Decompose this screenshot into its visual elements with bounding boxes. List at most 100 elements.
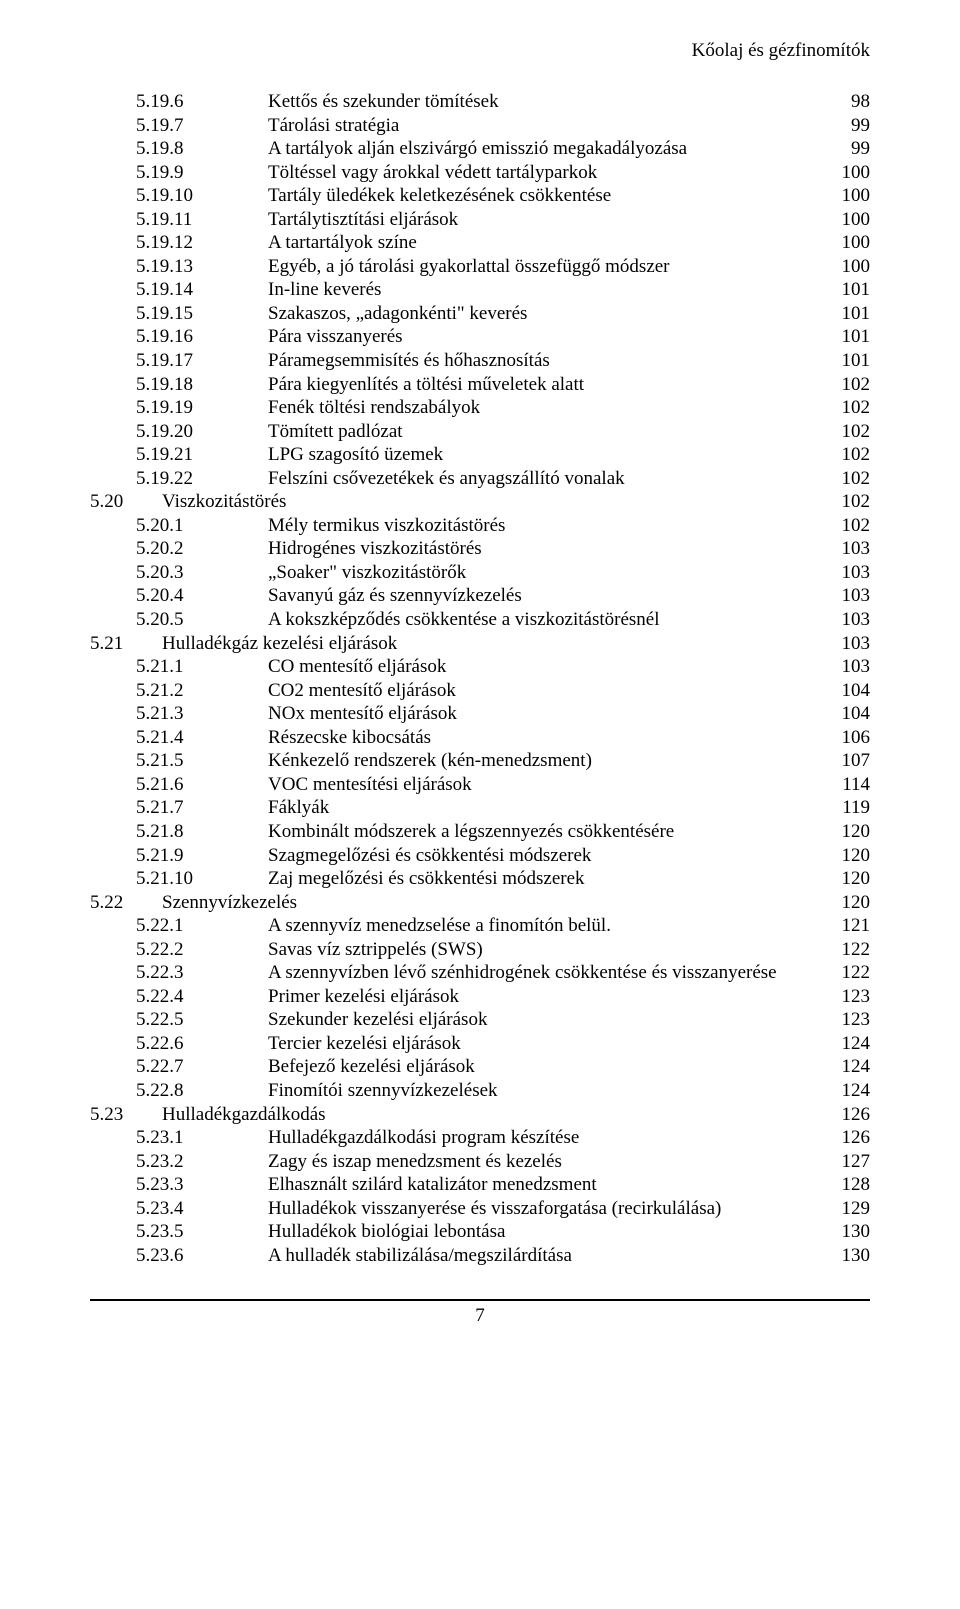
toc-entry: 5.20.1Mély termikus viszkozitástörés102 bbox=[90, 514, 870, 538]
toc-entry-text: Elhasznált szilárd katalizátor menedzsme… bbox=[268, 1173, 830, 1197]
toc-entry-text: Hulladékok visszanyerése és visszaforgat… bbox=[268, 1197, 830, 1221]
toc-entry: 5.22.2Savas víz sztrippelés (SWS)122 bbox=[90, 938, 870, 962]
toc-entry-number: 5.21 bbox=[90, 632, 162, 656]
toc-entry: 5.23.6A hulladék stabilizálása/megszilár… bbox=[90, 1244, 870, 1268]
toc-entry-text: Hulladékgazdálkodás bbox=[162, 1103, 830, 1127]
toc-entry-page: 123 bbox=[830, 1008, 870, 1032]
toc-entry-page: 107 bbox=[830, 749, 870, 773]
toc-entry-page: 100 bbox=[830, 161, 870, 185]
toc-entry-number: 5.22.7 bbox=[90, 1055, 268, 1079]
toc-entry-text: Töltéssel vagy árokkal védett tartálypar… bbox=[268, 161, 830, 185]
toc-entry: 5.23Hulladékgazdálkodás126 bbox=[90, 1103, 870, 1127]
toc-entry: 5.21.3NOx mentesítő eljárások104 bbox=[90, 702, 870, 726]
toc-entry-number: 5.22.2 bbox=[90, 938, 268, 962]
toc-entry-number: 5.21.6 bbox=[90, 773, 268, 797]
toc-entry: 5.20.5A kokszképződés csökkentése a visz… bbox=[90, 608, 870, 632]
toc-entry-text: NOx mentesítő eljárások bbox=[268, 702, 830, 726]
toc-entry: 5.22.8Finomítói szennyvízkezelések124 bbox=[90, 1079, 870, 1103]
toc-entry: 5.21.7Fáklyák119 bbox=[90, 796, 870, 820]
toc-entry: 5.21.5Kénkezelő rendszerek (kén-menedzsm… bbox=[90, 749, 870, 773]
toc-entry-number: 5.19.7 bbox=[90, 114, 268, 138]
toc-entry-text: A tartályok alján elszivárgó emisszió me… bbox=[268, 137, 830, 161]
toc-entry-page: 123 bbox=[830, 985, 870, 1009]
toc-entry-page: 100 bbox=[830, 208, 870, 232]
toc-entry-number: 5.22 bbox=[90, 891, 162, 915]
toc-entry-number: 5.22.1 bbox=[90, 914, 268, 938]
toc-entry-number: 5.21.8 bbox=[90, 820, 268, 844]
toc-entry-page: 124 bbox=[830, 1079, 870, 1103]
toc-entry-page: 124 bbox=[830, 1055, 870, 1079]
toc-entry-number: 5.22.8 bbox=[90, 1079, 268, 1103]
toc-entry: 5.21.8Kombinált módszerek a légszennyezé… bbox=[90, 820, 870, 844]
toc-entry: 5.21Hulladékgáz kezelési eljárások103 bbox=[90, 632, 870, 656]
toc-entry-text: Zagy és iszap menedzsment és kezelés bbox=[268, 1150, 830, 1174]
toc-entry-text: Savas víz sztrippelés (SWS) bbox=[268, 938, 830, 962]
toc-entry: 5.20Viszkozitástörés102 bbox=[90, 490, 870, 514]
toc-entry-page: 130 bbox=[830, 1220, 870, 1244]
toc-entry-page: 122 bbox=[830, 961, 870, 985]
toc-entry-page: 103 bbox=[830, 537, 870, 561]
toc-entry-text: Tömített padlózat bbox=[268, 420, 830, 444]
toc-entry-text: Hulladékgáz kezelési eljárások bbox=[162, 632, 830, 656]
toc-entry-page: 128 bbox=[830, 1173, 870, 1197]
toc-entry-page: 106 bbox=[830, 726, 870, 750]
toc-entry-number: 5.21.10 bbox=[90, 867, 268, 891]
toc-entry: 5.19.7Tárolási stratégia99 bbox=[90, 114, 870, 138]
toc-entry-page: 104 bbox=[830, 702, 870, 726]
toc-entry-number: 5.19.17 bbox=[90, 349, 268, 373]
toc-entry-number: 5.21.1 bbox=[90, 655, 268, 679]
toc-entry-text: Pára kiegyenlítés a töltési műveletek al… bbox=[268, 373, 830, 397]
toc-entry-text: A tartartályok színe bbox=[268, 231, 830, 255]
toc-entry: 5.19.8A tartályok alján elszivárgó emiss… bbox=[90, 137, 870, 161]
toc-entry-page: 120 bbox=[830, 844, 870, 868]
toc-entry-text: Finomítói szennyvízkezelések bbox=[268, 1079, 830, 1103]
toc-entry-number: 5.21.4 bbox=[90, 726, 268, 750]
toc-entry: 5.23.2Zagy és iszap menedzsment és kezel… bbox=[90, 1150, 870, 1174]
toc-entry: 5.22.4Primer kezelési eljárások123 bbox=[90, 985, 870, 1009]
toc-entry-page: 104 bbox=[830, 679, 870, 703]
toc-entry-text: LPG szagosító üzemek bbox=[268, 443, 830, 467]
toc-entry-page: 101 bbox=[830, 325, 870, 349]
toc-entry-text: A szennyvízben lévő szénhidrogének csökk… bbox=[268, 961, 830, 985]
toc-entry: 5.22.7Befejező kezelési eljárások124 bbox=[90, 1055, 870, 1079]
toc-entry: 5.19.22Felszíni csővezetékek és anyagszá… bbox=[90, 467, 870, 491]
toc-entry: 5.23.4Hulladékok visszanyerése és vissza… bbox=[90, 1197, 870, 1221]
toc-entry-page: 130 bbox=[830, 1244, 870, 1268]
toc-entry-text: Szekunder kezelési eljárások bbox=[268, 1008, 830, 1032]
toc-entry-number: 5.20 bbox=[90, 490, 162, 514]
toc-entry-page: 114 bbox=[830, 773, 870, 797]
toc-entry-text: VOC mentesítési eljárások bbox=[268, 773, 830, 797]
toc-entry-page: 126 bbox=[830, 1126, 870, 1150]
document-page: Kőolaj és gézfinomítók 5.19.6Kettős és s… bbox=[0, 0, 960, 1609]
toc-entry-page: 100 bbox=[830, 255, 870, 279]
toc-entry-number: 5.19.15 bbox=[90, 302, 268, 326]
toc-entry-number: 5.19.8 bbox=[90, 137, 268, 161]
toc-entry: 5.20.2Hidrogénes viszkozitástörés103 bbox=[90, 537, 870, 561]
toc-entry-text: „Soaker" viszkozitástörők bbox=[268, 561, 830, 585]
toc-entry-number: 5.20.3 bbox=[90, 561, 268, 585]
toc-entry-number: 5.22.5 bbox=[90, 1008, 268, 1032]
toc-entry-text: Tartálytisztítási eljárások bbox=[268, 208, 830, 232]
toc-entry-text: Tercier kezelési eljárások bbox=[268, 1032, 830, 1056]
toc-entry-text: Páramegsemmisítés és hőhasznosítás bbox=[268, 349, 830, 373]
toc-entry-number: 5.19.14 bbox=[90, 278, 268, 302]
toc-entry-number: 5.19.13 bbox=[90, 255, 268, 279]
toc-entry-number: 5.19.12 bbox=[90, 231, 268, 255]
toc-entry-text: Zaj megelőzési és csökkentési módszerek bbox=[268, 867, 830, 891]
toc-entry-number: 5.22.6 bbox=[90, 1032, 268, 1056]
toc-entry-page: 100 bbox=[830, 184, 870, 208]
toc-entry-text: Primer kezelési eljárások bbox=[268, 985, 830, 1009]
toc-entry: 5.19.15Szakaszos, „adagonkénti" keverés1… bbox=[90, 302, 870, 326]
toc-entry-page: 120 bbox=[830, 867, 870, 891]
footer: 7 bbox=[90, 1299, 870, 1327]
toc-entry-page: 101 bbox=[830, 349, 870, 373]
toc-entry-page: 103 bbox=[830, 632, 870, 656]
toc-entry: 5.19.10Tartály üledékek keletkezésének c… bbox=[90, 184, 870, 208]
toc-entry: 5.19.16Pára visszanyerés101 bbox=[90, 325, 870, 349]
toc-entry-text: Szennyvízkezelés bbox=[162, 891, 830, 915]
toc-entry-text: In-line keverés bbox=[268, 278, 830, 302]
toc-entry: 5.21.1CO mentesítő eljárások103 bbox=[90, 655, 870, 679]
toc-entry-page: 102 bbox=[830, 490, 870, 514]
toc-entry: 5.19.20Tömített padlózat102 bbox=[90, 420, 870, 444]
toc-entry-page: 102 bbox=[830, 443, 870, 467]
